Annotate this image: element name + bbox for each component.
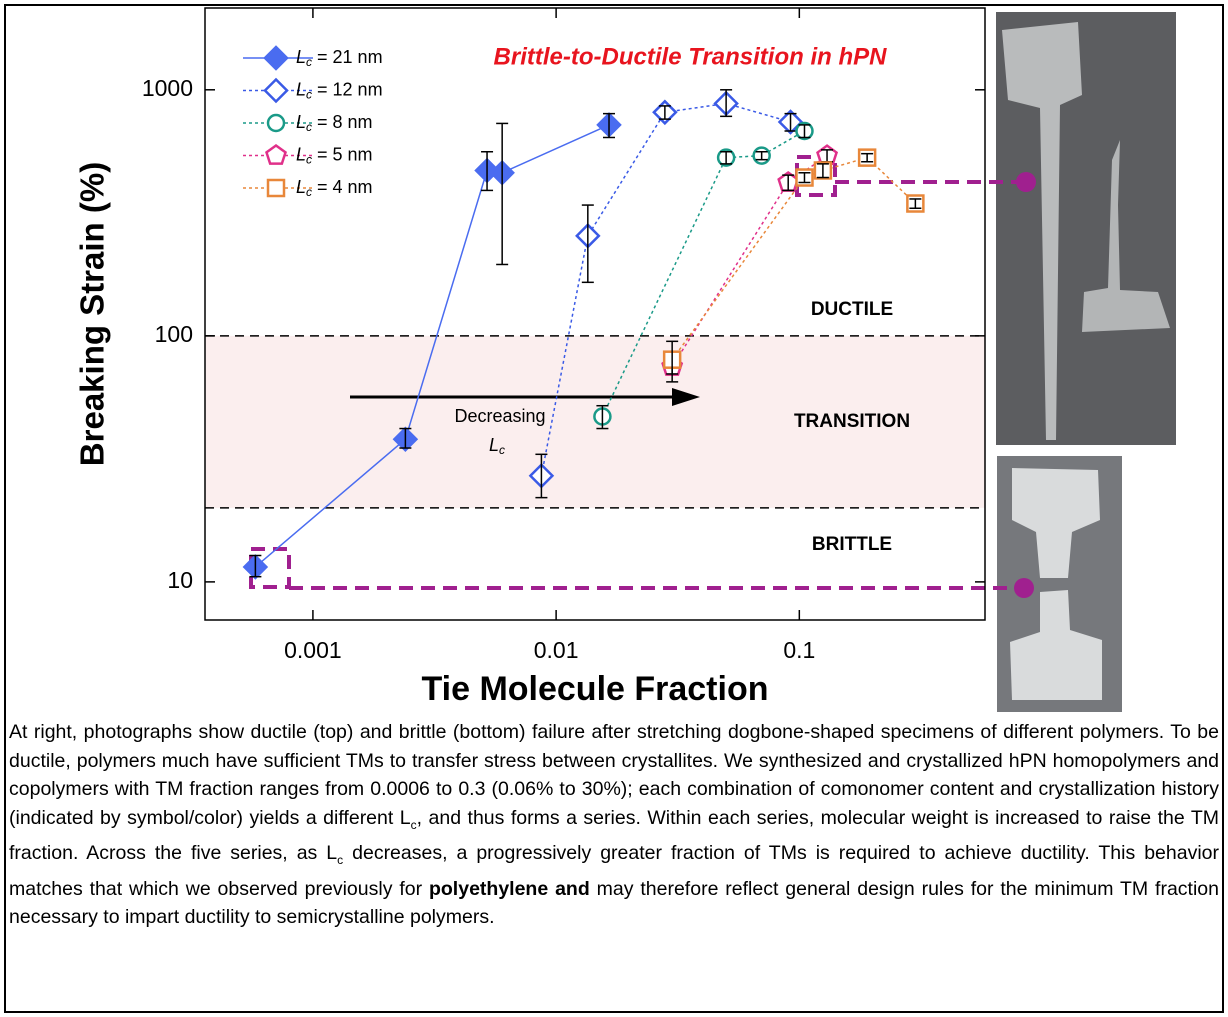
caption-text: At right, photographs show ductile (top)…: [9, 721, 1219, 829]
legend-label-part: c: [306, 88, 312, 102]
legend-label-part: c: [306, 185, 312, 199]
error-bar: [581, 204, 594, 284]
marker: [263, 45, 289, 71]
legend-label-part: = 4 nm: [312, 177, 373, 197]
legend-label-part: = 5 nm: [312, 144, 373, 164]
legend-label-part: L: [296, 79, 306, 99]
x-tick-label: 0.001: [284, 637, 342, 663]
error-bar: [798, 124, 811, 139]
y-tick-label: 1000: [142, 75, 193, 101]
error-bar: [603, 112, 616, 139]
y-tick-label: 10: [167, 567, 193, 593]
series-line: [671, 155, 828, 367]
caption-text: polyethylene and: [428, 877, 590, 900]
error-bar: [596, 404, 609, 430]
highlight-dot: [1014, 578, 1034, 598]
caption-text: may therefore reflect general design rul…: [9, 877, 1219, 929]
error-bar: [249, 554, 262, 578]
legend-label-part: L: [296, 177, 306, 197]
marker: [266, 113, 286, 133]
legend-label-part: c: [306, 153, 312, 167]
caption-text: c: [410, 817, 417, 832]
legend-label-part: = 8 nm: [312, 112, 373, 132]
annotation-symbol-sub: c: [499, 443, 505, 457]
error-bar: [666, 340, 679, 375]
error-bar: [755, 151, 768, 161]
plot-frame: [204, 7, 986, 621]
x-tick-label: 0.01: [534, 637, 579, 663]
legend-label: Lc = 21 nm: [296, 47, 383, 69]
error-bar: [798, 172, 811, 184]
error-bar: [496, 122, 509, 266]
highlight-dot: [1016, 172, 1036, 192]
frame: [4, 4, 1224, 1013]
x-tick-label: 0.1: [783, 637, 815, 663]
chart-title: Brittle-to-Ductile Transition in hPN: [494, 43, 888, 70]
arrow: [350, 388, 700, 406]
legend-label-part: = 12 nm: [312, 79, 383, 99]
legend-label-part: c: [306, 120, 312, 134]
legend-label-part: L: [296, 112, 306, 132]
legend-label-part: c: [306, 55, 312, 69]
marker: [265, 143, 287, 165]
y-tick-label: 100: [155, 321, 193, 347]
error-bar: [720, 151, 733, 165]
legend-label: Lc = 12 nm: [296, 79, 383, 101]
error-bar: [720, 89, 733, 118]
x-axis-label: Tie Molecule Fraction: [421, 670, 768, 708]
legend-label: Lc = 5 nm: [296, 144, 373, 166]
error-bar: [784, 112, 797, 132]
photo-ductile: [996, 12, 1176, 445]
error-bar: [909, 198, 922, 210]
legend-label: Lc = 4 nm: [296, 177, 373, 199]
annotation-symbol: Lc: [489, 435, 505, 457]
error-bar: [861, 152, 874, 163]
error-bar: [782, 174, 795, 192]
caption-text: , and thus forms a series. Within each s…: [9, 806, 1220, 865]
series-line: [671, 156, 916, 361]
photo-brittle: [997, 456, 1122, 712]
marker: [263, 77, 289, 104]
error-bar: [399, 427, 412, 449]
chart: BRITTLE TRANSITION DUCTILE Decreasing Lc: [74, 7, 1176, 712]
region-label: BRITTLE: [812, 534, 892, 555]
error-bar: [816, 163, 829, 179]
marker: [266, 178, 286, 198]
legend-label-part: L: [296, 144, 306, 164]
legend-label: Lc = 8 nm: [296, 112, 373, 134]
caption: At right, photographs show ductile (top)…: [9, 718, 1219, 932]
caption-text: c: [337, 853, 344, 868]
legend-label-part: L: [296, 47, 306, 67]
legend-label-part: = 21 nm: [312, 47, 383, 67]
series-line: [540, 102, 791, 476]
error-bar: [535, 453, 548, 499]
annotation-symbol-main: L: [489, 435, 499, 455]
y-axis-label: Breaking Strain (%): [74, 162, 111, 466]
error-bar: [658, 105, 671, 120]
plot-background: BRITTLE TRANSITION DUCTILE: [205, 299, 985, 555]
annotation: Decreasing: [454, 406, 545, 426]
region-label: DUCTILE: [811, 299, 893, 320]
caption-text: decreases, a progressively greater fract…: [9, 842, 1219, 900]
region-label: TRANSITION: [794, 411, 910, 432]
error-bar: [481, 151, 494, 192]
